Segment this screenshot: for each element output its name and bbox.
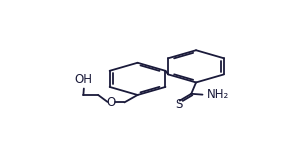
- Text: O: O: [107, 96, 116, 109]
- Text: NH₂: NH₂: [207, 89, 229, 102]
- Text: S: S: [176, 98, 183, 111]
- Text: OH: OH: [74, 73, 92, 86]
